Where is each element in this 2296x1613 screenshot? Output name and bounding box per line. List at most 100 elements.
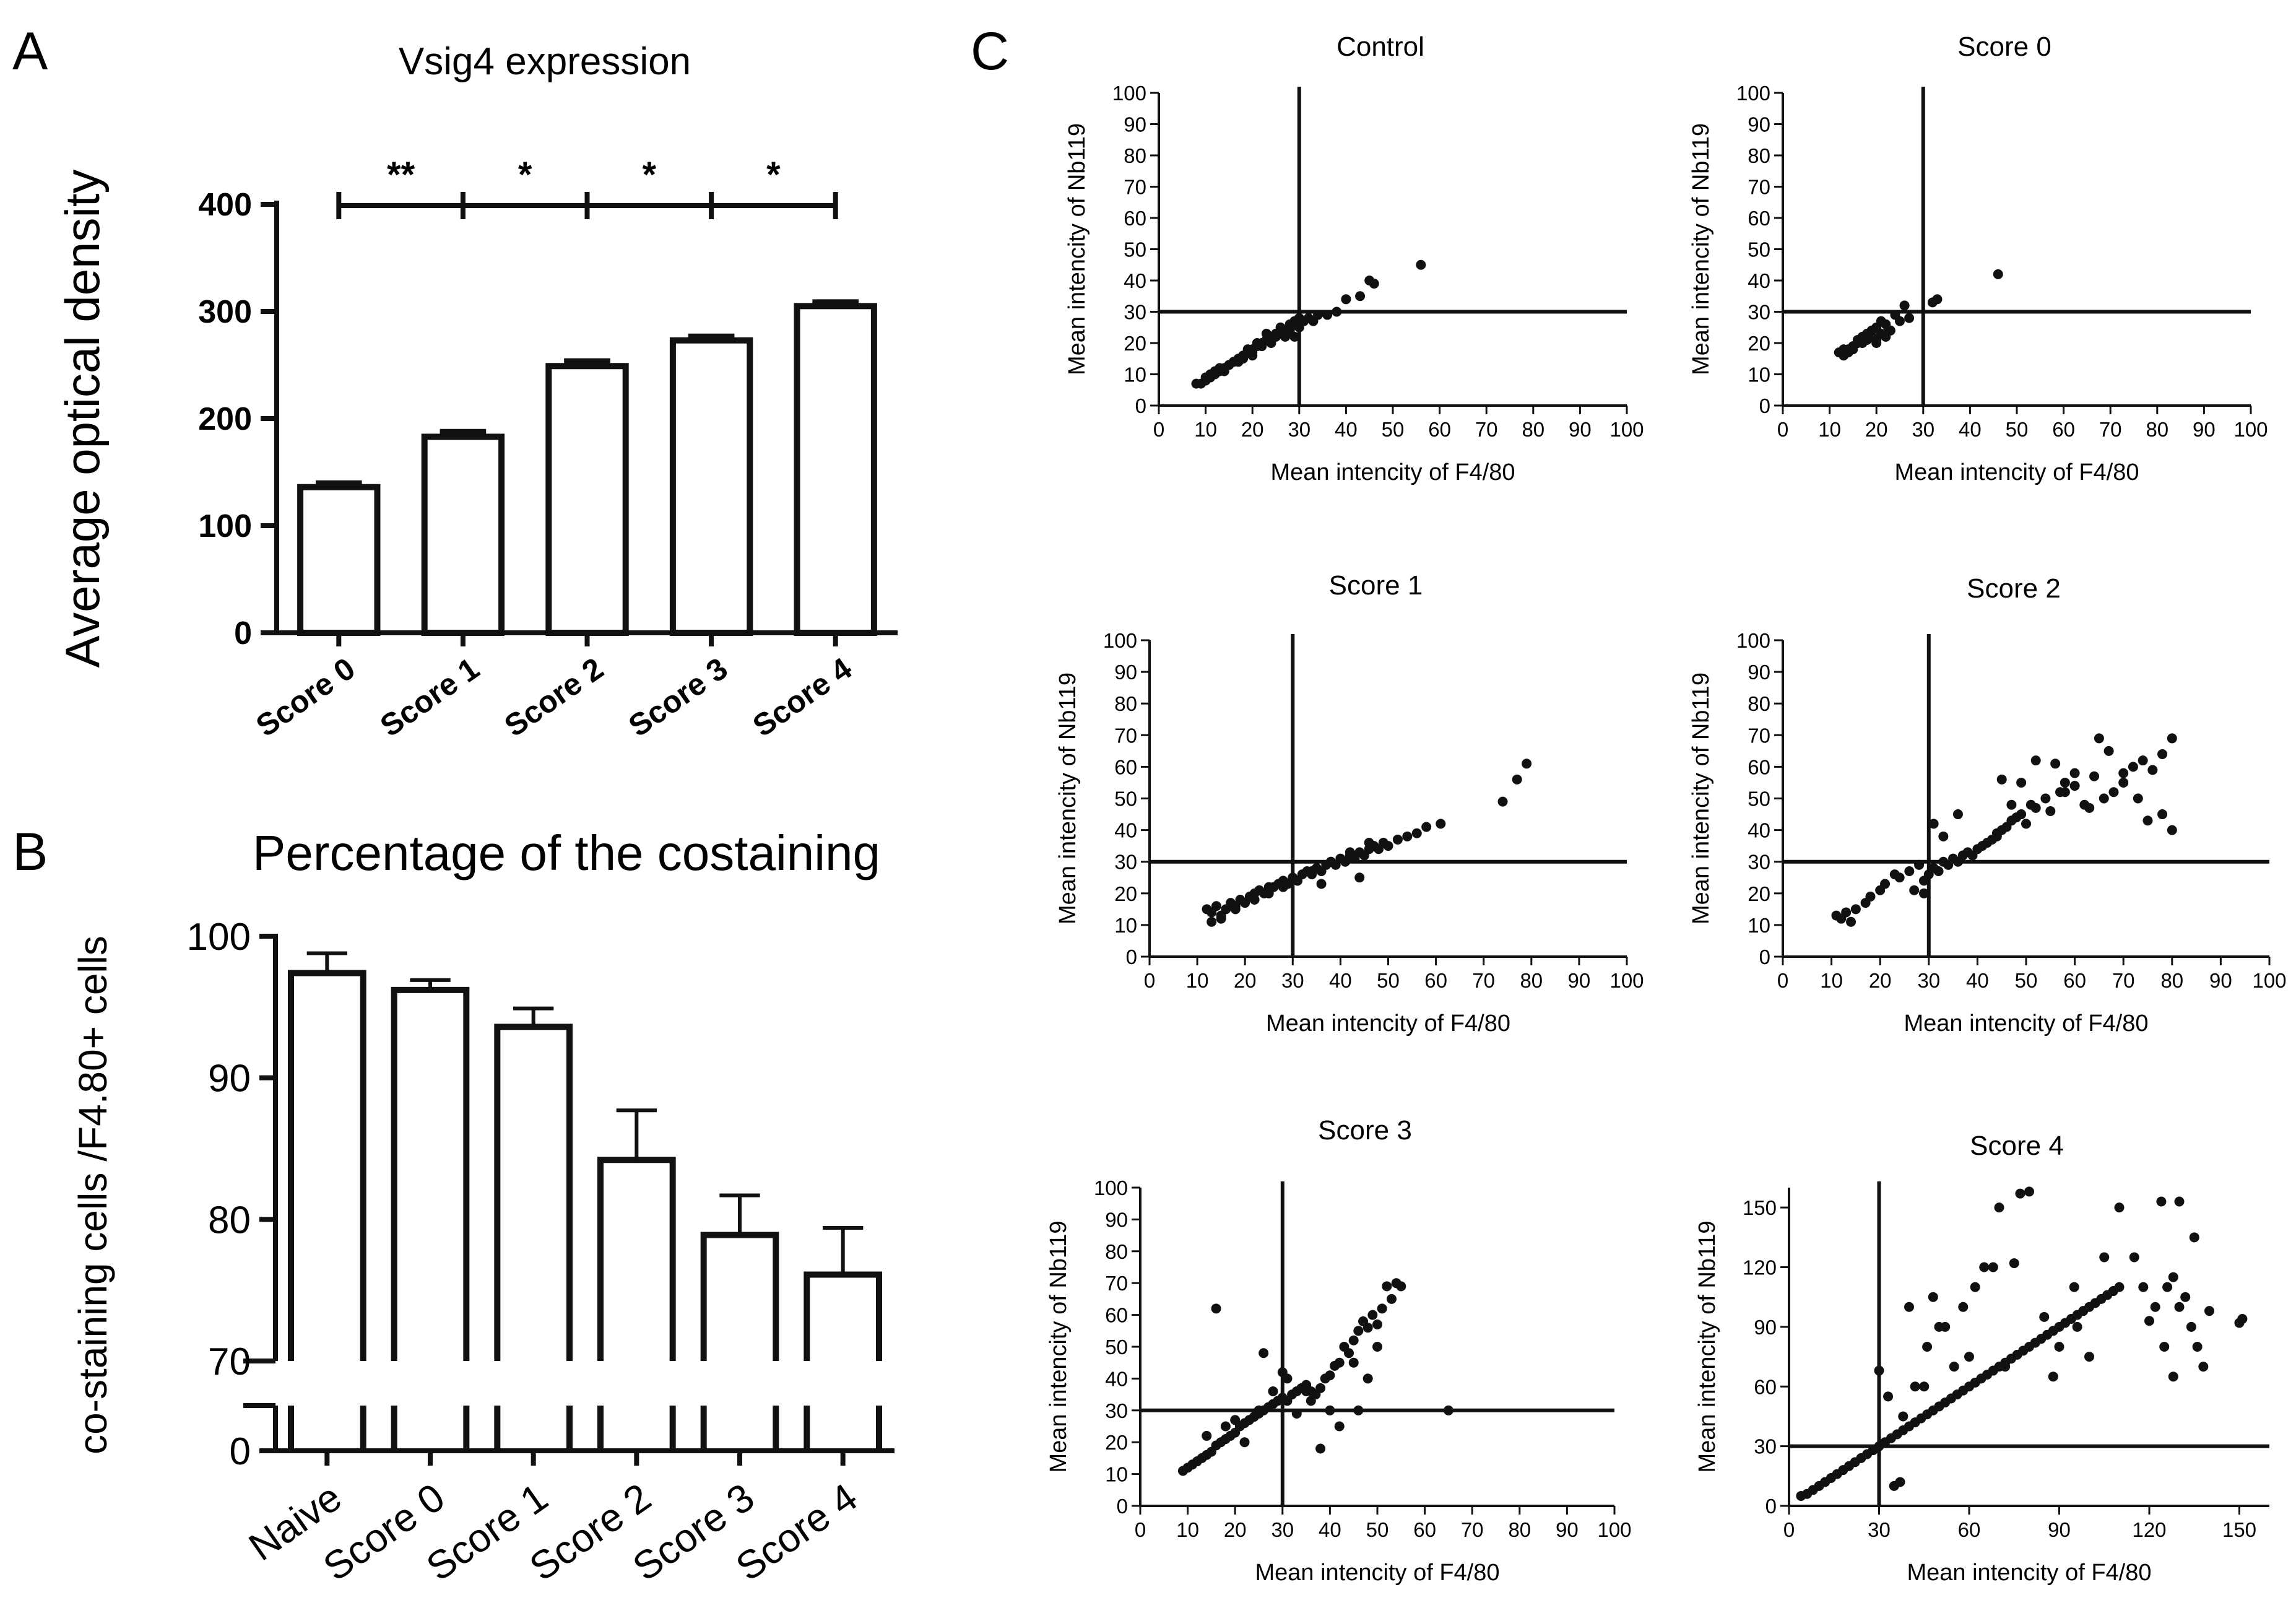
data-point [1268, 1386, 1278, 1396]
y-tick-label: 40 [1114, 819, 1137, 842]
data-point [1334, 1421, 1345, 1432]
y-tick-label: 90 [1105, 1208, 1128, 1231]
data-point [1344, 1348, 1354, 1359]
x-tick-label: 20 [1234, 969, 1257, 992]
data-point [2129, 1252, 2139, 1263]
x-tick-label: 40 [1966, 969, 1989, 992]
data-point [1909, 885, 1920, 895]
data-point [2016, 777, 2027, 788]
data-point [1964, 1352, 1974, 1362]
data-point [1284, 319, 1295, 329]
x-tick-label: 50 [2006, 418, 2029, 441]
data-point [2069, 1282, 2079, 1292]
data-point [2133, 793, 2143, 804]
chart-title: Score 3 [1318, 1115, 1412, 1146]
data-point [2030, 755, 2041, 766]
data-point [2039, 1311, 2050, 1322]
x-tick-label: 60 [1413, 1518, 1436, 1541]
x-tick-label: 80 [1522, 418, 1544, 441]
data-point [1345, 847, 1355, 858]
y-tick-label: 70 [1748, 724, 1770, 747]
data-point [1367, 1310, 1378, 1320]
data-point [1341, 294, 1351, 305]
data-point [1899, 300, 1910, 311]
significance-marker: ** [387, 155, 415, 195]
data-point [1303, 313, 1314, 323]
data-point [1254, 1405, 1264, 1415]
data-point [2114, 1202, 2125, 1213]
x-tick-label: 70 [1475, 418, 1498, 441]
data-point [1220, 1421, 1231, 1432]
scatter-panel: Score 0 0 10 20 30 40 50 60 70 80 90 100 0 10 20 30 40 50… [1688, 32, 2268, 485]
data-point [1938, 831, 1949, 841]
x-tick-label: 20 [1865, 418, 1888, 441]
x-tick-label: 60 [1424, 969, 1447, 992]
data-point [1918, 888, 1929, 898]
data-point [2009, 1258, 2019, 1269]
data-point [2118, 768, 2129, 778]
data-point [1354, 872, 1365, 883]
x-tick-label: 80 [2146, 418, 2168, 441]
data-point [1416, 259, 1426, 270]
bar [391, 986, 470, 1361]
y-tick-label: 90 [1748, 113, 1770, 136]
x-tick-label: 90 [2209, 969, 2232, 992]
x-tick-label: 50 [1382, 418, 1405, 441]
bar [297, 484, 381, 636]
data-point [2069, 781, 2080, 791]
x-tick-label: Score 1 [374, 651, 485, 744]
y-axis-label: Mean intencity of Nb119 [1694, 1221, 1720, 1473]
data-point [2024, 1186, 2034, 1197]
bar [804, 1271, 882, 1361]
data-point [1933, 866, 1944, 877]
data-point [1325, 1370, 1335, 1381]
bar [421, 433, 505, 636]
data-point [1289, 331, 1300, 342]
y-tick-label: 30 [1105, 1399, 1128, 1422]
x-tick-label: 0 [1144, 969, 1155, 992]
bar [494, 1024, 573, 1361]
data-point [1383, 841, 1393, 851]
chart-title: Vsig4 expression [399, 40, 691, 83]
data-point [1325, 1405, 1335, 1415]
data-point [1865, 891, 1876, 902]
data-point [2084, 802, 2095, 813]
data-point [1970, 1282, 1980, 1292]
y-tick-label: 60 [1748, 207, 1770, 230]
data-point [1895, 316, 1905, 326]
data-point [1988, 1262, 1998, 1272]
y-tick-label: 20 [1124, 332, 1146, 355]
data-point [2198, 1362, 2209, 1372]
x-tick-label: 70 [2099, 418, 2122, 441]
x-tick-label: 70 [1461, 1518, 1484, 1541]
data-point [2128, 762, 2138, 772]
data-point [2016, 809, 2027, 820]
x-axis-label: Mean intencity of F4/80 [1895, 459, 2139, 485]
data-point [1396, 1281, 1406, 1292]
data-point [1421, 822, 1432, 832]
y-tick-label: 400 [198, 187, 252, 223]
y-tick-label: 0 [1759, 394, 1770, 417]
bar [597, 1157, 676, 1361]
data-point [2189, 1232, 2199, 1243]
x-tick-label: 90 [1556, 1518, 1579, 1541]
y-axis-label: Mean intencity of Nb119 [1055, 672, 1081, 924]
y-tick-label: 70 [1114, 724, 1137, 747]
data-point [1364, 838, 1374, 848]
x-tick-label: 60 [2052, 418, 2075, 441]
y-tick-label: 30 [1748, 301, 1770, 324]
y-tick-label: 0 [230, 1430, 251, 1473]
y-tick-label: 90 [1114, 661, 1137, 684]
data-point [1881, 328, 1891, 339]
data-point [1206, 916, 1217, 927]
data-point [1211, 1303, 1221, 1314]
data-point [2060, 777, 2070, 788]
x-axis-label: Mean intencity of F4/80 [1271, 459, 1515, 485]
data-point [1307, 866, 1317, 877]
y-tick-label: 80 [1114, 692, 1137, 715]
data-point [1211, 901, 1221, 911]
data-point [1392, 834, 1403, 845]
data-point [2045, 806, 2056, 816]
x-tick-label: 30 [1868, 1518, 1891, 1541]
data-point [2142, 815, 2153, 826]
